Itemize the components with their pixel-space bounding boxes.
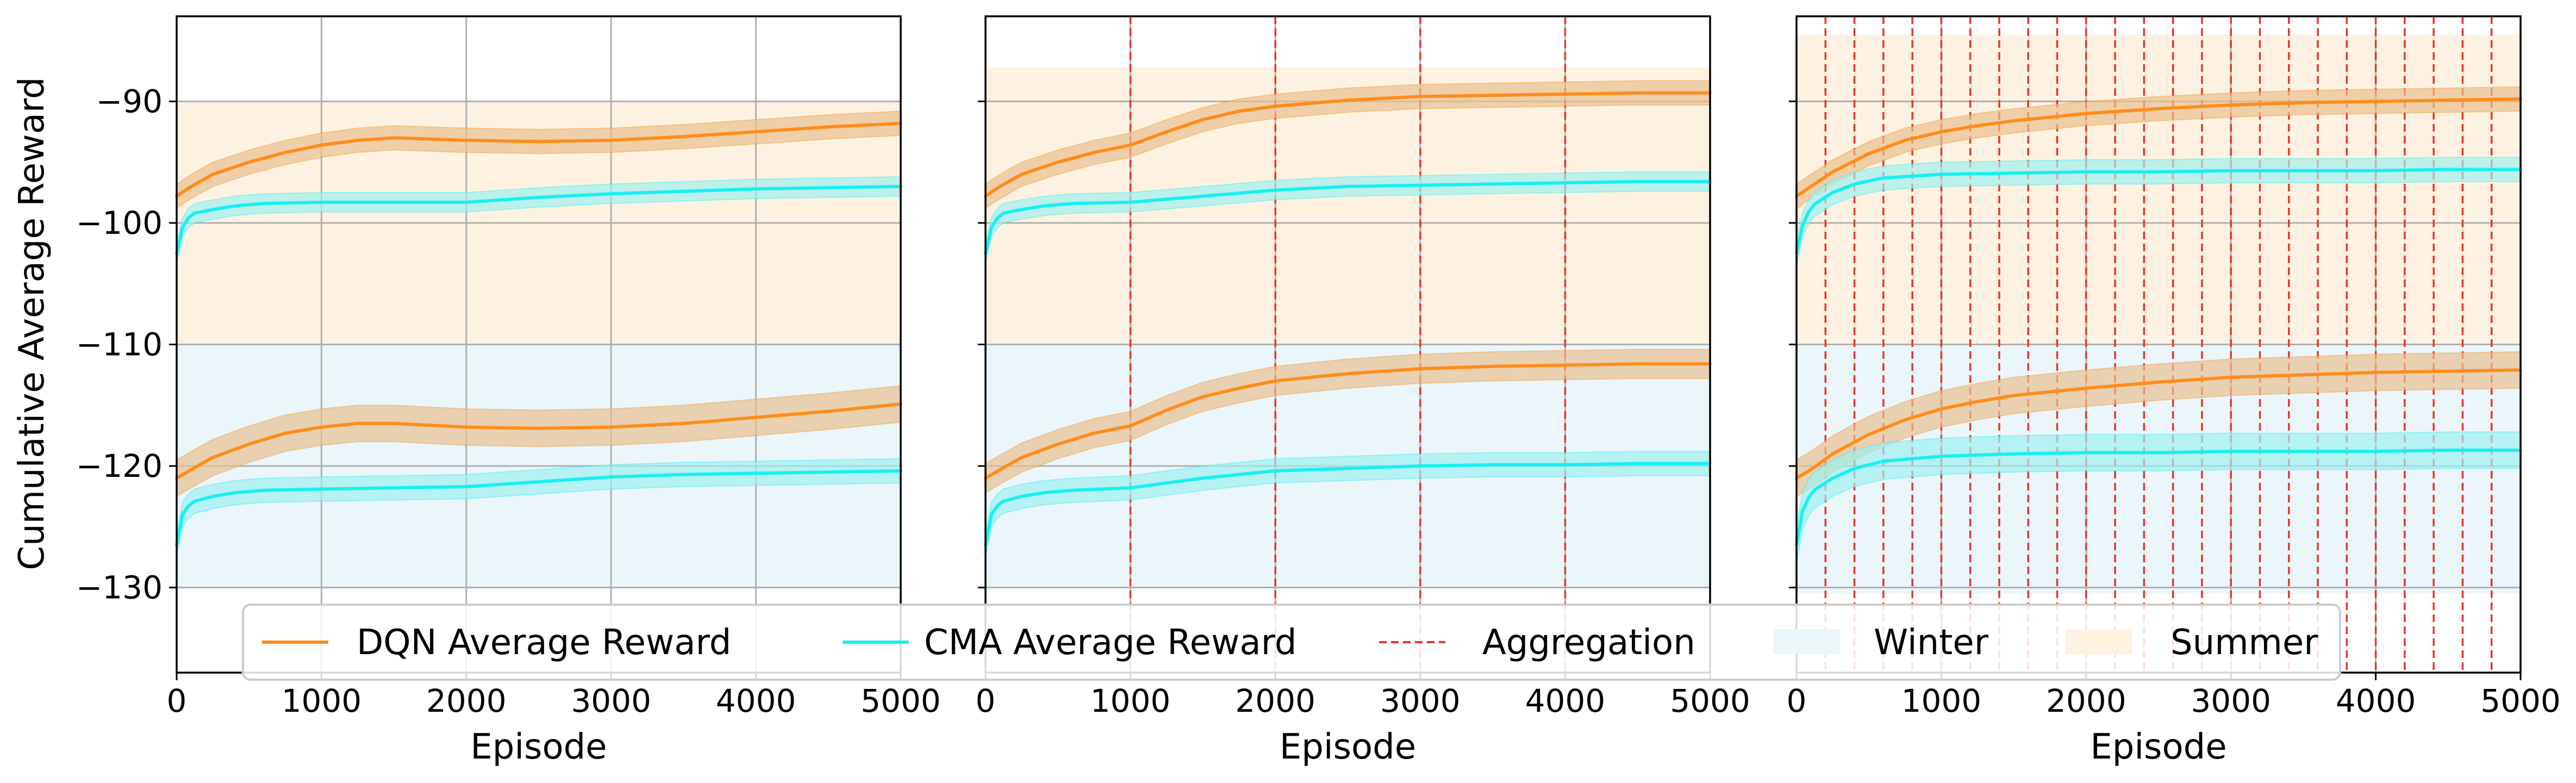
y-tick-label: −110 [76, 326, 163, 363]
legend-winter-patch [1774, 629, 1840, 654]
cma-winter-line [984, 462, 1712, 547]
legend-dqn-label: DQN Average Reward [357, 623, 731, 663]
x-tick-label: 0 [976, 682, 996, 719]
subplot-2: 0 1000 2000 3000 4000 5000 Episode [976, 15, 1750, 767]
x-tick-label: 3000 [571, 682, 651, 719]
x-tick-label: 1000 [282, 682, 362, 719]
subplot-1: 0 1000 2000 3000 4000 5000 −90 −100 −110 −120 −130… [76, 15, 941, 767]
x-tick-label: 4000 [1525, 682, 1606, 719]
subplot-3: 0 1000 2000 3000 4000 5000 Episode [1787, 15, 2561, 767]
dqn-winter-line [175, 402, 902, 480]
y-axis-label: Cumulative Average Reward [12, 77, 52, 570]
dqn-winter-line [1795, 368, 2522, 480]
x-tick-label: 2000 [1235, 682, 1315, 719]
cma-summer-line [175, 184, 902, 255]
x-tick-label: 2000 [2046, 682, 2126, 719]
y-tick-label: −100 [76, 204, 163, 241]
cma-summer-line [984, 180, 1712, 255]
summer-region [1797, 34, 2521, 345]
cma-winter-line [1795, 449, 2522, 547]
y-tick-label: −130 [76, 569, 163, 606]
cma-summer-line [1795, 167, 2522, 255]
y-tick-label: −120 [76, 448, 163, 484]
x-tick-label: 5000 [2480, 682, 2561, 719]
x-axis-label: Episode [2090, 727, 2226, 767]
legend-summer-patch [2066, 629, 2132, 654]
dqn-summer-line [175, 121, 902, 198]
x-tick-label: 3000 [2191, 682, 2271, 719]
x-tick-label: 5000 [1670, 682, 1750, 719]
dqn-winter-line [984, 362, 1712, 480]
x-tick-label: 4000 [2336, 682, 2416, 719]
x-tick-label: 5000 [860, 682, 941, 719]
x-tick-label: 0 [167, 682, 187, 719]
x-axis-label: Episode [1280, 727, 1416, 767]
dqn-summer-line [984, 91, 1712, 198]
x-tick-label: 0 [1787, 682, 1807, 719]
dqn-summer-line [1795, 97, 2522, 198]
legend-cma-label: CMA Average Reward [924, 623, 1297, 663]
x-tick-label: 1000 [1901, 682, 1982, 719]
x-tick-label: 2000 [426, 682, 507, 719]
legend-aggregation-label: Aggregation [1482, 623, 1695, 663]
cma-winter-line [175, 469, 902, 547]
legend-winter-label: Winter [1874, 623, 1989, 663]
x-axis-label: Episode [470, 727, 607, 767]
x-tick-label: 4000 [716, 682, 796, 719]
x-tick-label: 3000 [1380, 682, 1461, 719]
x-tick-label: 1000 [1090, 682, 1171, 719]
legend: DQN Average Reward CMA Average Reward Ag… [242, 604, 2341, 681]
legend-summer-label: Summer [2170, 623, 2318, 663]
y-tick-label: −90 [96, 83, 163, 120]
legend-frame [242, 604, 2341, 681]
